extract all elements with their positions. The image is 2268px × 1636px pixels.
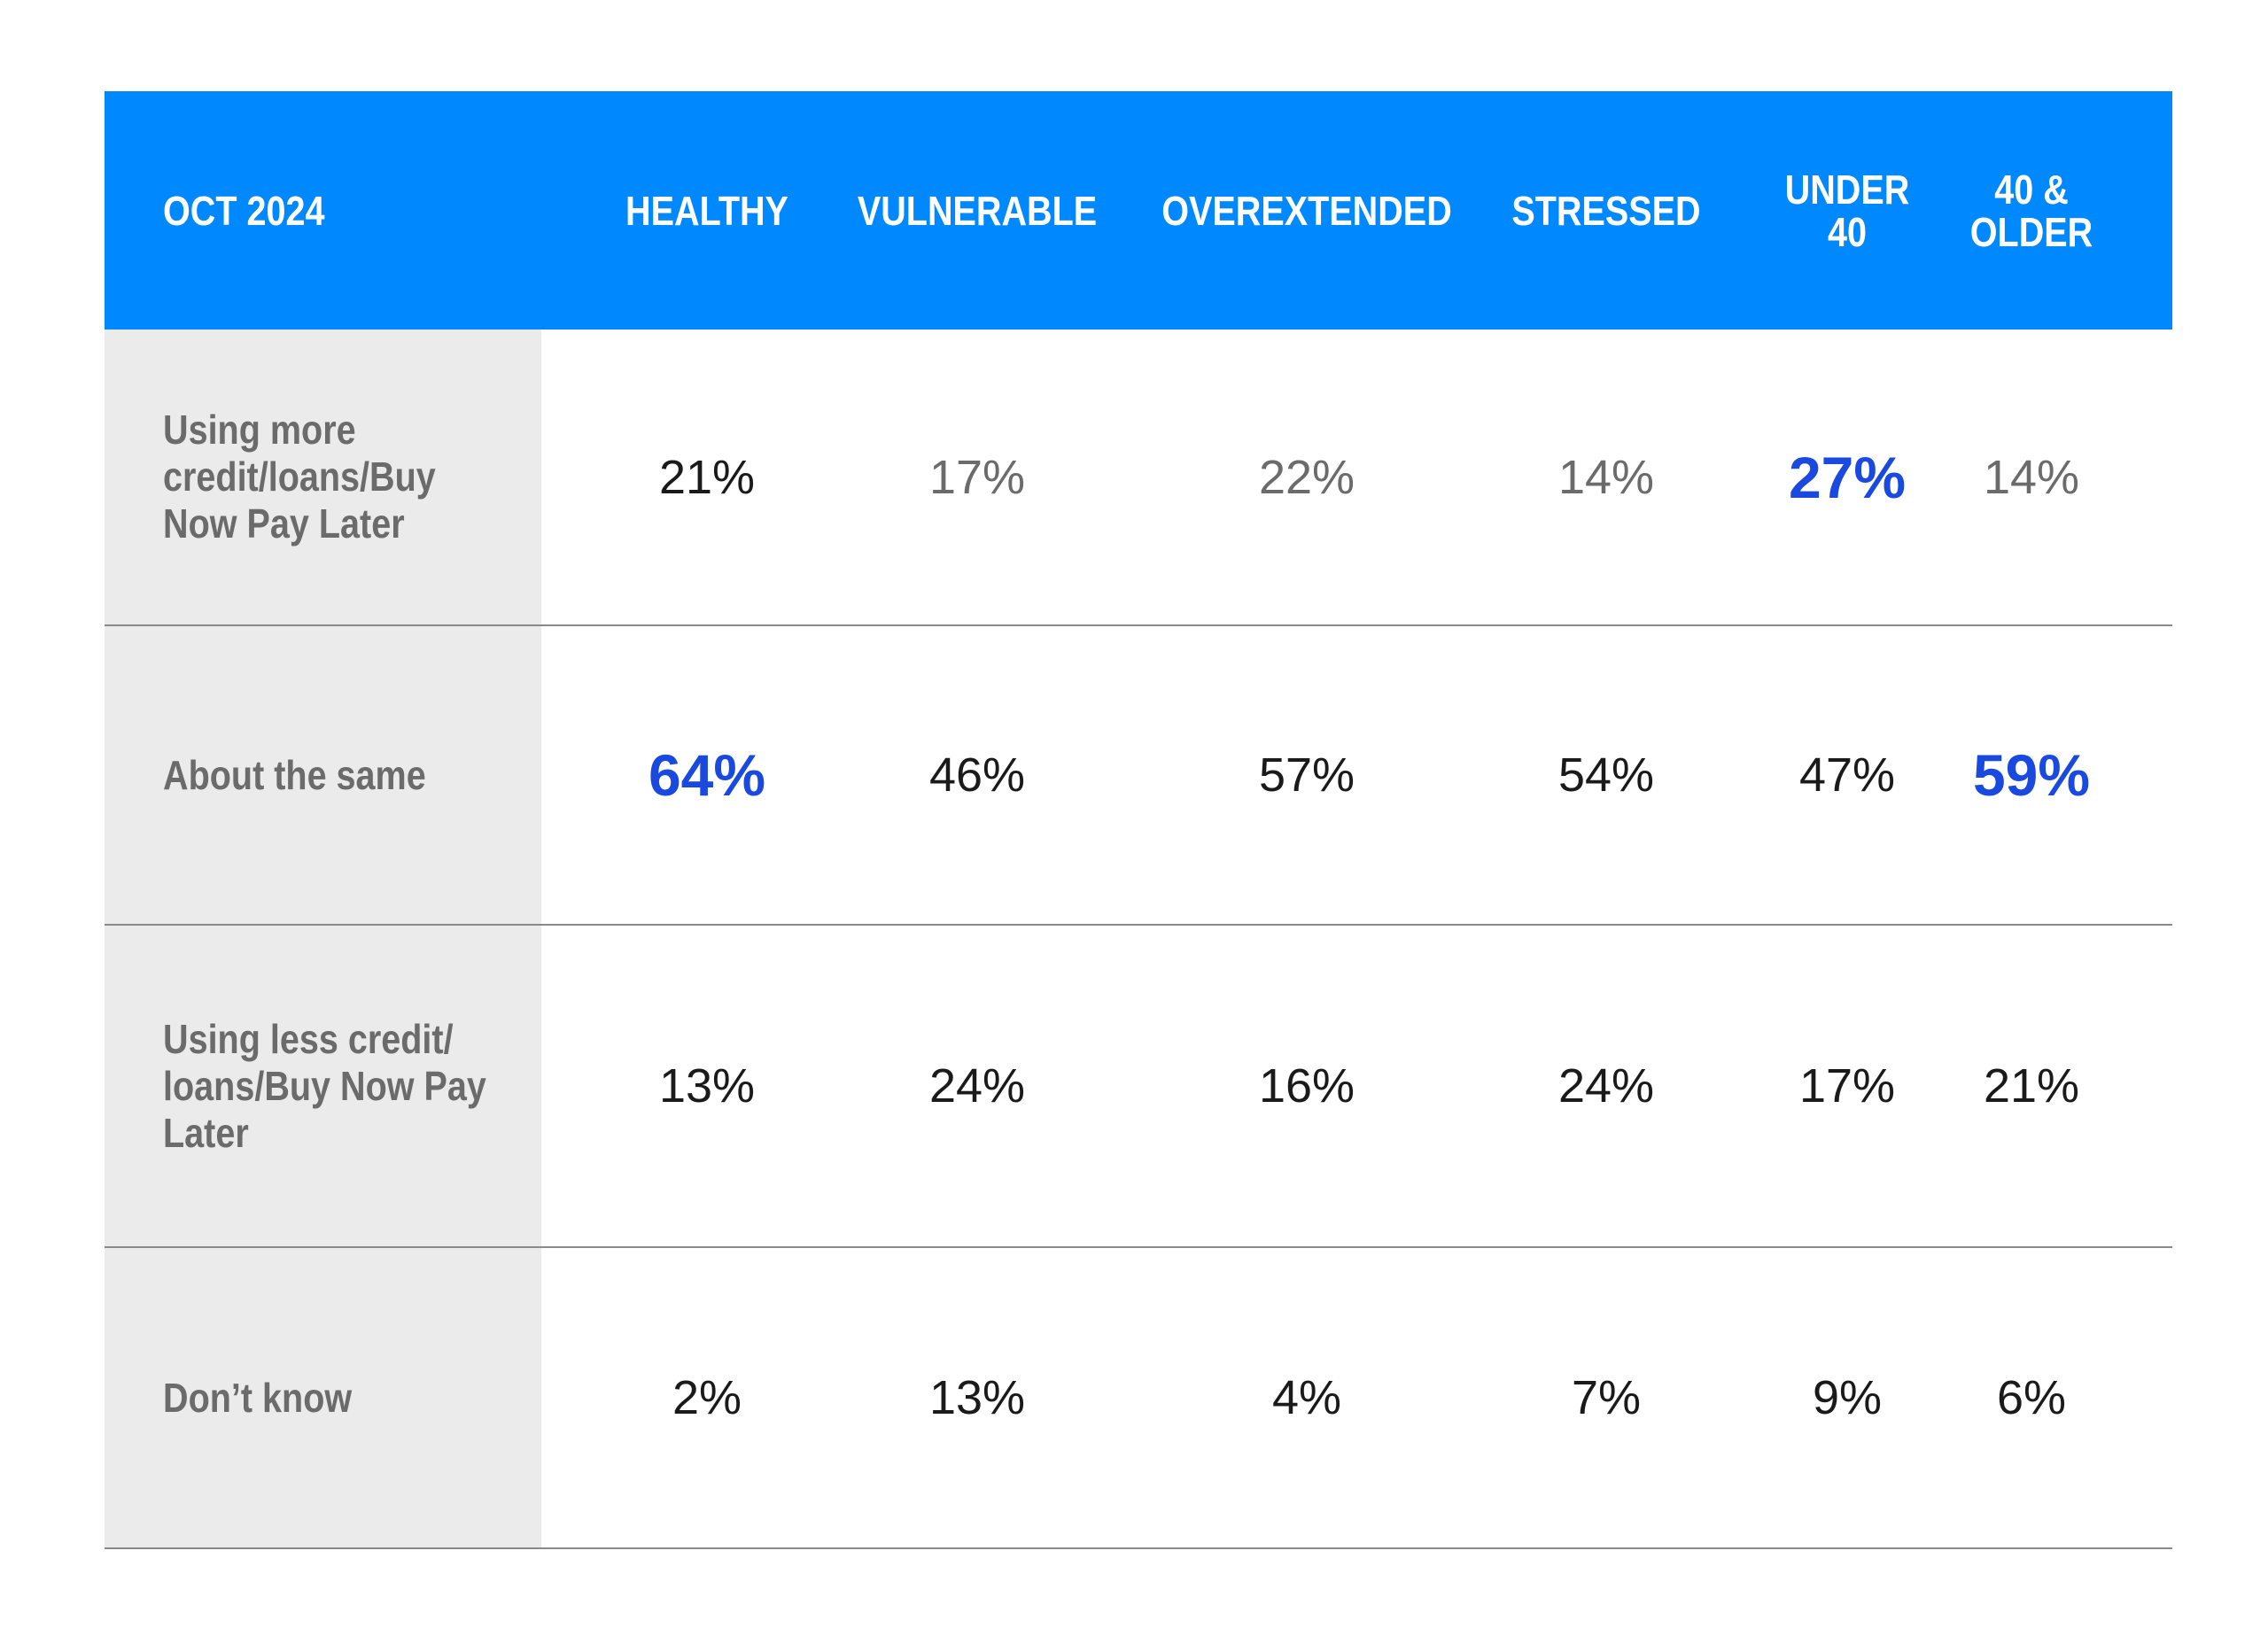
value-cell-stressed: 24% xyxy=(1557,1059,1655,1113)
table-row: Using less credit/ loans/Buy Now Pay Lat… xyxy=(105,926,2172,1248)
value-cell-40-and-older: 6% xyxy=(1996,1371,2067,1424)
value-cell-vulnerable: 13% xyxy=(928,1371,1026,1424)
value-cell-healthy: 64% xyxy=(648,742,766,808)
column-header-line: 40 & xyxy=(1994,166,2069,213)
value-cell-healthy: 13% xyxy=(658,1059,756,1113)
value-cell-healthy: 2% xyxy=(672,1371,742,1424)
column-header-stressed: STRESSED xyxy=(1492,91,1720,330)
value-cell-under-40: 47% xyxy=(1798,748,1896,802)
value-cell-healthy: 21% xyxy=(658,450,756,504)
column-header-line: 40 xyxy=(1827,208,1867,255)
column-header-healthy: HEALTHY xyxy=(593,91,821,330)
column-header-line: UNDER xyxy=(1784,166,1910,213)
row-label-cell: Using less credit/ loans/Buy Now Pay Lat… xyxy=(105,926,541,1246)
row-label: About the same xyxy=(163,751,426,798)
value-cell-40-and-older: 21% xyxy=(1983,1059,2080,1113)
row-label-cell: Don’t know xyxy=(105,1248,541,1547)
value-cell-vulnerable: 17% xyxy=(928,450,1026,504)
row-label: Don’t know xyxy=(163,1374,353,1421)
column-header-line: OLDER xyxy=(1969,208,2093,255)
value-cell-overextended: 4% xyxy=(1271,1371,1342,1424)
value-cell-40-and-older: 59% xyxy=(1972,742,2091,808)
column-header-line: STRESSED xyxy=(1511,187,1701,234)
value-cell-overextended: 16% xyxy=(1258,1059,1355,1113)
column-header-vulnerable: VULNERABLE xyxy=(858,91,1097,330)
value-cell-stressed: 54% xyxy=(1557,748,1655,802)
column-header-line: HEALTHY xyxy=(625,187,788,234)
column-header-line: VULNERABLE xyxy=(857,187,1098,234)
value-cell-vulnerable: 46% xyxy=(928,748,1026,802)
row-label: Using less credit/ loans/Buy Now Pay Lat… xyxy=(163,1015,486,1156)
value-cell-vulnerable: 24% xyxy=(928,1059,1026,1113)
table-row: Using more credit/loans/Buy Now Pay Late… xyxy=(105,330,2172,626)
row-label-cell: Using more credit/loans/Buy Now Pay Late… xyxy=(105,330,541,624)
table-row: About the same 64% 46% 57% 54% 47% 59% xyxy=(105,626,2172,926)
column-header-line: OVEREXTENDED xyxy=(1161,187,1452,234)
table-row: Don’t know 2% 13% 4% 7% 9% 6% xyxy=(105,1248,2172,1549)
value-cell-stressed: 14% xyxy=(1557,450,1655,504)
value-cell-overextended: 57% xyxy=(1258,748,1355,802)
table-header: OCT 2024 HEALTHY VULNERABLE OVEREXTENDED ST… xyxy=(105,91,2172,330)
value-cell-under-40: 17% xyxy=(1798,1059,1896,1113)
data-table: OCT 2024 HEALTHY VULNERABLE OVEREXTENDED ST… xyxy=(105,91,2172,1549)
column-header-40-and-older: 40 & OLDER xyxy=(1917,91,2146,330)
table-body: Using more credit/loans/Buy Now Pay Late… xyxy=(105,330,2172,1549)
table-title: OCT 2024 xyxy=(163,187,325,234)
value-cell-under-40: 27% xyxy=(1788,444,1907,510)
value-cell-40-and-older: 14% xyxy=(1983,450,2080,504)
row-label: Using more credit/loans/Buy Now Pay Late… xyxy=(163,407,436,547)
column-header-under-40: UNDER 40 xyxy=(1733,91,1961,330)
value-cell-stressed: 7% xyxy=(1571,1371,1642,1424)
column-header-overextended: OVEREXTENDED xyxy=(1161,91,1452,330)
row-label-cell: About the same xyxy=(105,626,541,924)
value-cell-overextended: 22% xyxy=(1258,450,1355,504)
value-cell-under-40: 9% xyxy=(1812,1371,1883,1424)
